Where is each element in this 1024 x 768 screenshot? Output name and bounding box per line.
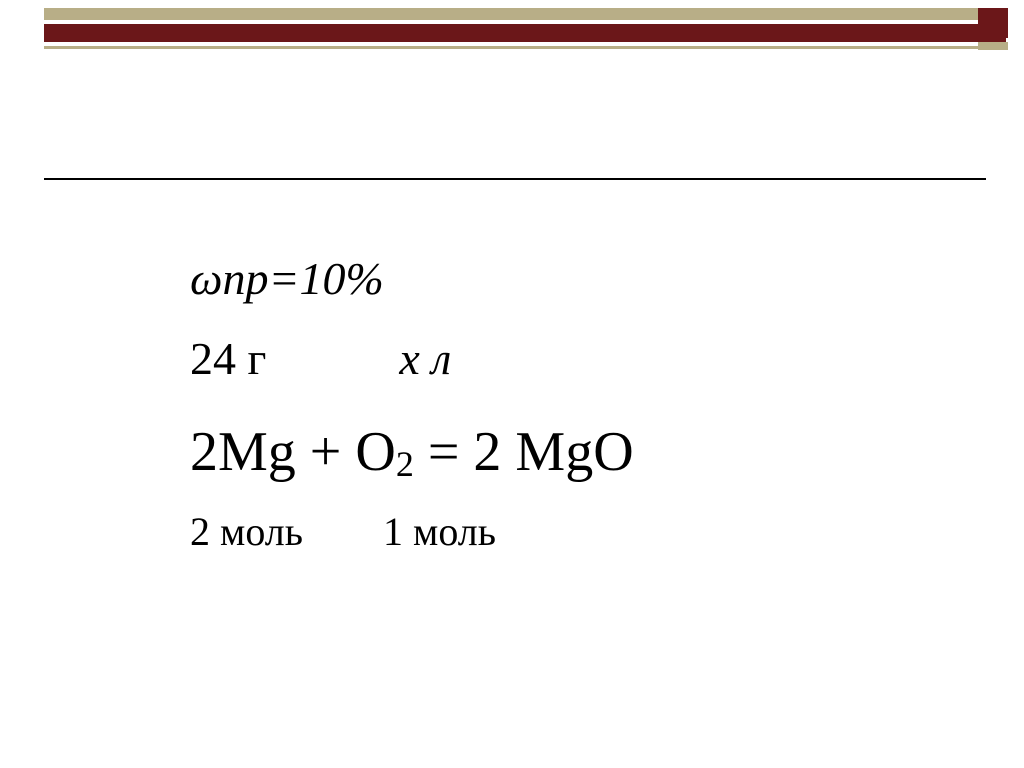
bar-beige — [44, 8, 1006, 20]
bar-end-square — [978, 8, 1008, 38]
eq-right: = 2 MgO — [414, 421, 634, 483]
eq-left: 2Mg + O — [190, 421, 396, 483]
mass-grams: 24 г — [190, 333, 266, 384]
volume-x: х л — [399, 333, 451, 384]
line-moles: 2 моль 1 моль — [190, 507, 634, 557]
content-block: ωпр=10% 24 г х л 2Mg + O2 = 2 MgO 2 моль… — [190, 250, 634, 557]
moles-left: 2 моль — [190, 509, 303, 554]
title-underline — [44, 178, 986, 180]
bar-red — [44, 24, 1006, 42]
eq-sub-o2: 2 — [396, 444, 414, 484]
chemical-equation: 2Mg + O2 = 2 MgO — [190, 417, 634, 487]
slide: ωпр=10% 24 г х л 2Mg + O2 = 2 MgO 2 моль… — [0, 0, 1024, 768]
bar-end-notch — [978, 42, 1008, 50]
top-decorative-bar — [44, 8, 1006, 52]
moles-right: 1 моль — [383, 509, 496, 554]
line-given: 24 г х л — [190, 330, 634, 388]
line-omega: ωпр=10% — [190, 250, 634, 308]
bar-thin — [44, 46, 1006, 49]
